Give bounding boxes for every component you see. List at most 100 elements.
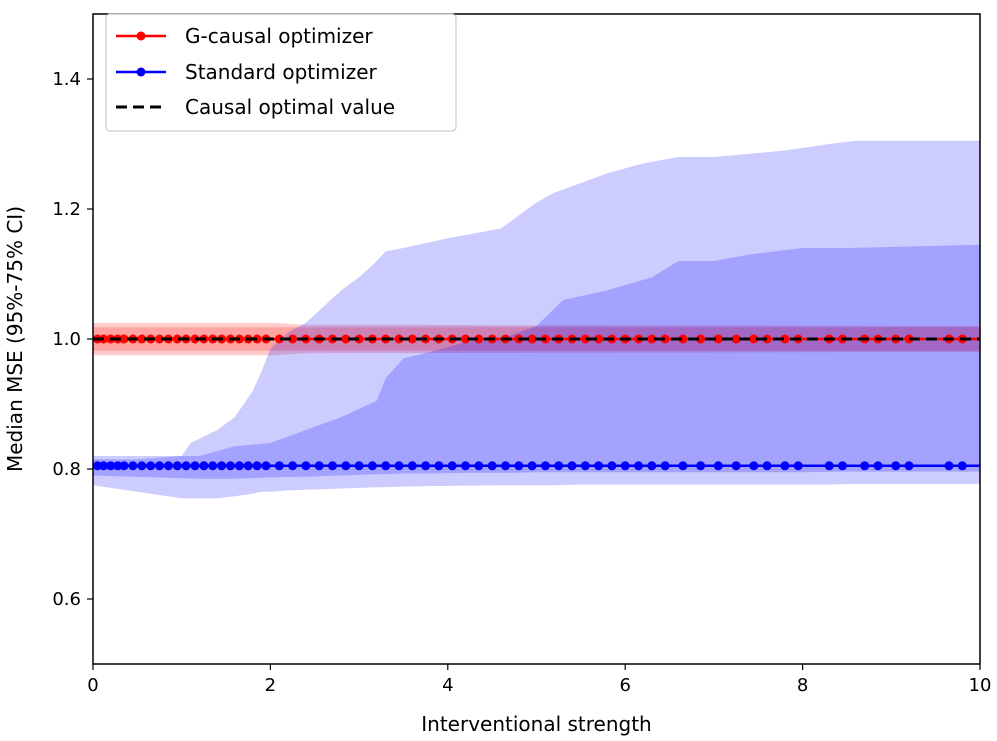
- standard-optimizer-point: [288, 461, 298, 471]
- y-tick-label: 0.8: [52, 459, 81, 480]
- standard-optimizer-point: [106, 461, 116, 471]
- standard-optimizer-point: [261, 461, 271, 471]
- y-tick-label: 1.4: [52, 69, 81, 90]
- legend-label-causal-optimal: Causal optimal value: [185, 95, 395, 119]
- g-causal-optimizer-point: [594, 334, 604, 344]
- x-tick-label: 4: [442, 675, 453, 696]
- standard-optimizer-point: [634, 461, 643, 471]
- standard-optimizer-point: [146, 461, 156, 471]
- legend: G-causal optimizer Standard optimizer Ca…: [105, 13, 457, 132]
- g-causal-optimizer-point: [696, 334, 706, 344]
- standard-optimizer-point: [957, 461, 967, 471]
- g-causal-optimizer-point: [749, 334, 759, 344]
- standard-optimizer-point: [749, 461, 759, 471]
- g-causal-optimizer-point: [407, 334, 417, 344]
- standard-optimizer-ci75-band: [93, 244, 980, 479]
- standard-optimizer-point: [713, 461, 723, 471]
- g-causal-optimizer-point: [341, 334, 351, 344]
- standard-optimizer-point: [181, 461, 191, 471]
- standard-optimizer-point: [99, 461, 109, 471]
- g-causal-optimizer-point: [252, 334, 262, 344]
- g-causal-optimizer-point: [647, 334, 657, 344]
- y-axis-ticks: 0.6 0.8 1.0 1.2 1.4: [52, 69, 93, 610]
- standard-optimizer-point: [163, 461, 173, 471]
- standard-optimizer-point: [172, 461, 182, 471]
- g-causal-optimizer-point: [678, 334, 688, 344]
- x-axis-ticks: 0 2 4 6 8 10: [87, 664, 991, 696]
- g-causal-optimizer-point: [172, 334, 182, 344]
- standard-optimizer-point: [514, 461, 524, 471]
- standard-optimizer-ci95-band: [93, 140, 980, 499]
- standard-optimizer-point: [421, 461, 431, 471]
- standard-optimizer-point: [137, 461, 147, 471]
- standard-optimizer-point: [341, 461, 351, 471]
- standard-optimizer-point: [731, 461, 741, 471]
- standard-optimizer-point: [647, 461, 657, 471]
- standard-optimizer-point: [527, 461, 537, 471]
- legend-entry-standard: Standard optimizer: [116, 60, 378, 84]
- standard-optimizer-point: [226, 461, 235, 471]
- standard-optimizer-point: [155, 461, 164, 471]
- standard-optimizer-point: [873, 461, 883, 471]
- standard-optimizer-point: [501, 461, 510, 471]
- g-causal-optimizer-point: [762, 334, 772, 344]
- g-causal-optimizer-point: [527, 334, 537, 344]
- standard-optimizer-point: [190, 461, 200, 471]
- standard-optimizer-point: [208, 461, 218, 471]
- standard-optimizer-point: [824, 461, 834, 471]
- standard-optimizer-point: [434, 461, 444, 471]
- g-causal-optimizer-point: [660, 334, 670, 344]
- standard-optimizer-point: [354, 461, 364, 471]
- standard-optimizer-point: [540, 461, 550, 471]
- standard-optimizer-point: [594, 461, 604, 471]
- standard-optimizer-point: [234, 461, 244, 471]
- g-causal-optimizer-point: [155, 334, 164, 344]
- x-tick-label: 8: [797, 675, 808, 696]
- g-causal-optimizer-point: [274, 334, 284, 344]
- standard-optimizer-point: [328, 461, 337, 471]
- legend-marker-g-causal: [136, 31, 146, 41]
- standard-optimizer-point: [199, 461, 209, 471]
- standard-optimizer-point: [607, 461, 617, 471]
- standard-optimizer-point: [660, 461, 670, 471]
- standard-optimizer-point: [217, 461, 227, 471]
- standard-optimizer-point: [567, 461, 577, 471]
- x-axis-label: Interventional strength: [421, 712, 651, 736]
- g-causal-optimizer-point: [461, 334, 470, 344]
- standard-optimizer-point: [394, 461, 404, 471]
- standard-optimizer-point: [243, 461, 253, 471]
- standard-optimizer-point: [762, 461, 772, 471]
- standard-optimizer-point: [447, 461, 457, 471]
- y-tick-label: 0.6: [52, 589, 81, 610]
- standard-optimizer-point: [793, 461, 803, 471]
- g-causal-optimizer-point: [731, 334, 741, 344]
- standard-optimizer-point: [474, 461, 484, 471]
- y-tick-label: 1.2: [52, 199, 81, 220]
- standard-optimizer-point: [274, 461, 284, 471]
- standard-optimizer-point: [487, 461, 497, 471]
- g-causal-optimizer-point: [780, 334, 790, 344]
- standard-optimizer-point: [580, 461, 590, 471]
- g-causal-optimizer-point: [137, 334, 147, 344]
- g-causal-optimizer-point: [474, 334, 484, 344]
- standard-optimizer-point: [407, 461, 417, 471]
- ci-bands: [93, 140, 980, 499]
- standard-optimizer-point: [92, 461, 102, 471]
- legend-entry-causal-optimal: Causal optimal value: [116, 95, 395, 119]
- legend-label-g-causal: G-causal optimizer: [185, 24, 373, 48]
- standard-optimizer-point: [128, 461, 138, 471]
- standard-optimizer-point: [113, 461, 123, 471]
- standard-optimizer-point: [944, 461, 954, 471]
- g-causal-optimizer-point: [288, 334, 298, 344]
- legend-entry-g-causal: G-causal optimizer: [116, 24, 373, 48]
- legend-marker-standard: [136, 67, 146, 77]
- g-causal-optimizer-point: [354, 334, 364, 344]
- standard-optimizer-point: [252, 461, 262, 471]
- x-tick-label: 2: [265, 675, 276, 696]
- standard-optimizer-point: [860, 461, 870, 471]
- g-causal-optimizer-point: [713, 334, 723, 344]
- standard-optimizer-point: [696, 461, 706, 471]
- legend-label-standard: Standard optimizer: [185, 60, 378, 84]
- x-tick-label: 10: [969, 675, 992, 696]
